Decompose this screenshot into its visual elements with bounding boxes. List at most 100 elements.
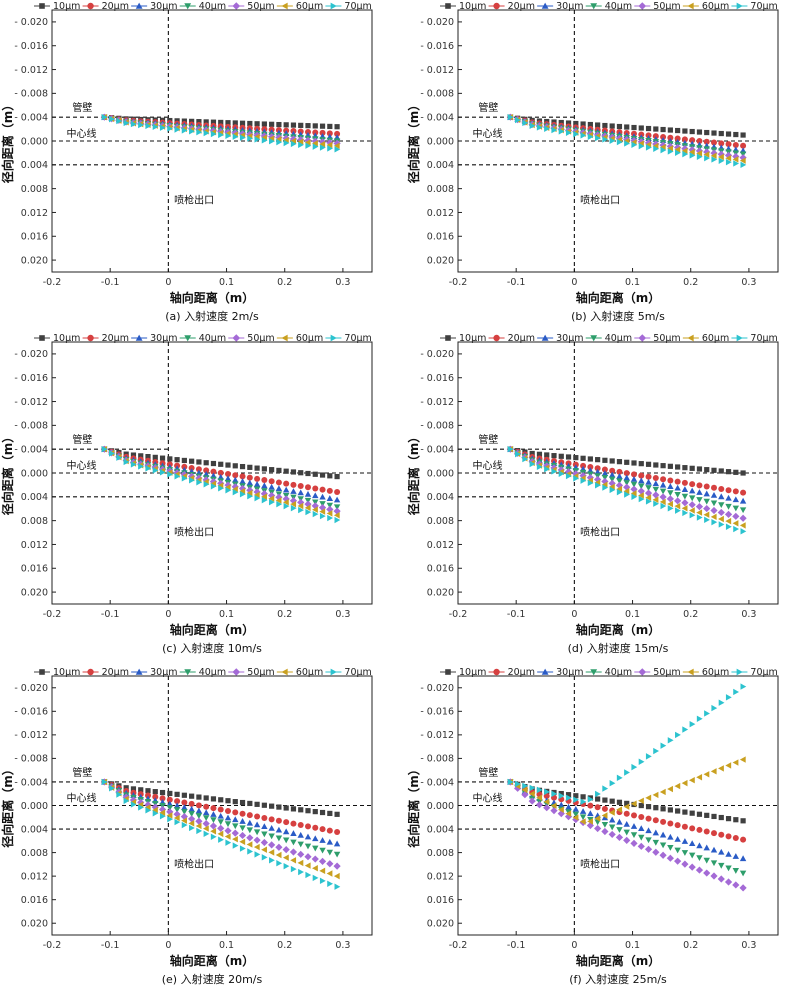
data-point	[557, 466, 565, 474]
wall-annotation: 管壁	[72, 433, 92, 446]
legend-marker	[687, 668, 694, 676]
data-point	[645, 837, 652, 844]
data-point	[674, 502, 681, 510]
y-axis-label: 径向距离（m）	[406, 431, 421, 516]
data-point	[159, 455, 166, 461]
data-point	[246, 834, 254, 842]
data-point	[209, 822, 218, 830]
data-point	[319, 144, 326, 151]
data-point	[334, 473, 340, 480]
data-point	[181, 817, 187, 824]
data-point	[732, 853, 740, 859]
data-point	[616, 468, 623, 475]
y-tick-label: 0.008	[21, 184, 48, 195]
data-point	[674, 835, 681, 842]
data-point	[630, 481, 638, 488]
data-point	[696, 482, 703, 489]
series-50μm	[506, 778, 747, 892]
data-point	[564, 813, 573, 821]
data-point	[674, 146, 681, 153]
data-point	[225, 487, 232, 494]
data-point	[675, 731, 681, 739]
legend-label: 50μm	[653, 667, 680, 678]
data-point	[232, 120, 238, 126]
data-point	[210, 796, 217, 802]
data-point	[631, 141, 638, 148]
y-tick-label: - 0.016	[420, 707, 454, 718]
data-point	[558, 470, 565, 477]
data-point	[615, 481, 624, 489]
data-point	[253, 843, 260, 851]
data-point	[544, 452, 550, 458]
data-point	[522, 119, 529, 127]
data-point	[595, 796, 601, 802]
y-tick-label: - 0.012	[420, 397, 454, 408]
data-point	[609, 486, 616, 494]
data-point	[724, 878, 733, 886]
data-point	[580, 121, 586, 127]
data-point	[732, 881, 740, 889]
data-point	[624, 459, 630, 465]
legend-marker	[135, 668, 143, 675]
data-point	[718, 153, 724, 161]
legend: 10μm 20μm 30μm 40μm 50μm 60μm 70μm	[34, 667, 372, 678]
data-point	[696, 715, 703, 723]
data-point	[283, 468, 289, 474]
data-point	[268, 833, 275, 840]
legend-label: 70μm	[750, 1, 777, 12]
legend-marker	[281, 668, 288, 676]
data-point	[558, 453, 564, 459]
data-point	[210, 130, 217, 138]
legend-marker	[232, 2, 241, 10]
data-point	[688, 840, 696, 847]
data-point	[225, 462, 231, 468]
data-point	[333, 851, 341, 858]
data-point	[587, 456, 593, 462]
data-point	[261, 137, 268, 144]
data-point	[319, 486, 326, 493]
data-point	[217, 819, 224, 826]
data-point	[304, 862, 311, 869]
data-point	[298, 122, 304, 128]
x-tick-label: 0.2	[277, 940, 292, 951]
data-point	[609, 137, 616, 144]
data-point	[645, 125, 652, 132]
data-point	[261, 477, 268, 484]
data-point	[667, 134, 674, 141]
data-point	[181, 809, 188, 815]
data-point	[290, 865, 297, 873]
data-point	[305, 142, 312, 149]
data-point	[254, 465, 260, 471]
data-point	[217, 806, 224, 813]
data-point	[725, 494, 732, 501]
data-point	[652, 496, 659, 503]
data-point	[298, 141, 304, 149]
data-point	[239, 487, 246, 495]
y-tick-label: - 0.008	[14, 89, 48, 100]
legend-label: 50μm	[247, 667, 274, 678]
legend-label: 70μm	[750, 667, 777, 678]
data-point	[239, 134, 246, 141]
data-point	[601, 821, 609, 828]
y-tick-label: - 0.016	[420, 41, 454, 52]
data-point	[630, 832, 638, 839]
data-point	[551, 453, 557, 459]
data-point	[334, 883, 341, 890]
data-point	[536, 463, 543, 471]
data-point	[174, 473, 181, 480]
legend-marker	[687, 2, 694, 10]
data-point	[667, 127, 673, 133]
data-point	[732, 141, 739, 148]
data-point	[681, 499, 689, 507]
data-point	[181, 457, 187, 464]
data-point	[638, 825, 645, 832]
data-point	[616, 473, 623, 479]
data-point	[282, 846, 290, 854]
data-point	[623, 480, 630, 486]
data-point	[675, 127, 681, 134]
y-tick-label: - 0.004	[420, 112, 454, 123]
data-point	[718, 765, 724, 772]
data-point	[195, 813, 203, 819]
legend-label: 20μm	[102, 667, 129, 678]
data-point	[311, 855, 319, 863]
